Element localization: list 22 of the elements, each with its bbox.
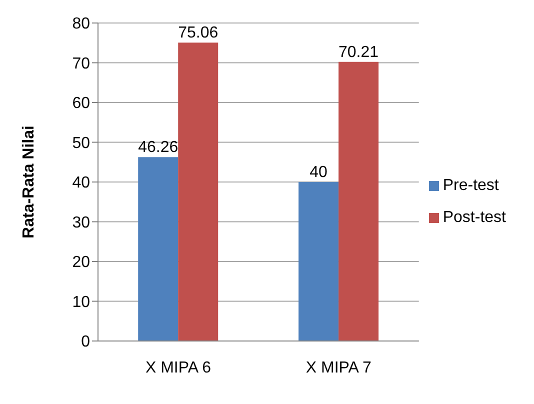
y-tick-label: 80	[72, 16, 90, 33]
y-tick-label: 60	[72, 95, 90, 112]
y-tick-label: 10	[72, 294, 90, 311]
bar	[138, 157, 178, 341]
x-tick-label: X MIPA 7	[306, 359, 372, 376]
y-tick-label: 0	[81, 334, 90, 351]
data-label: 40	[310, 164, 328, 181]
legend-label: Pre-test	[442, 177, 499, 194]
y-tick-label: 70	[72, 55, 90, 72]
legend-label: Post-test	[442, 209, 506, 226]
data-label: 46.26	[138, 139, 178, 156]
bar	[338, 62, 379, 341]
y-tick-label: 30	[72, 214, 90, 232]
bar	[298, 182, 339, 341]
y-tick-label: 40	[72, 174, 90, 192]
data-label: 70.21	[338, 44, 379, 61]
bar	[178, 42, 218, 341]
data-label: 75.06	[178, 24, 218, 42]
x-tick-label: X MIPA 6	[145, 359, 212, 376]
y-tick-label: 20	[72, 254, 90, 272]
y-axis-title: Rata-Rata Nilai	[20, 126, 38, 238]
y-tick-label: 50	[72, 134, 90, 152]
